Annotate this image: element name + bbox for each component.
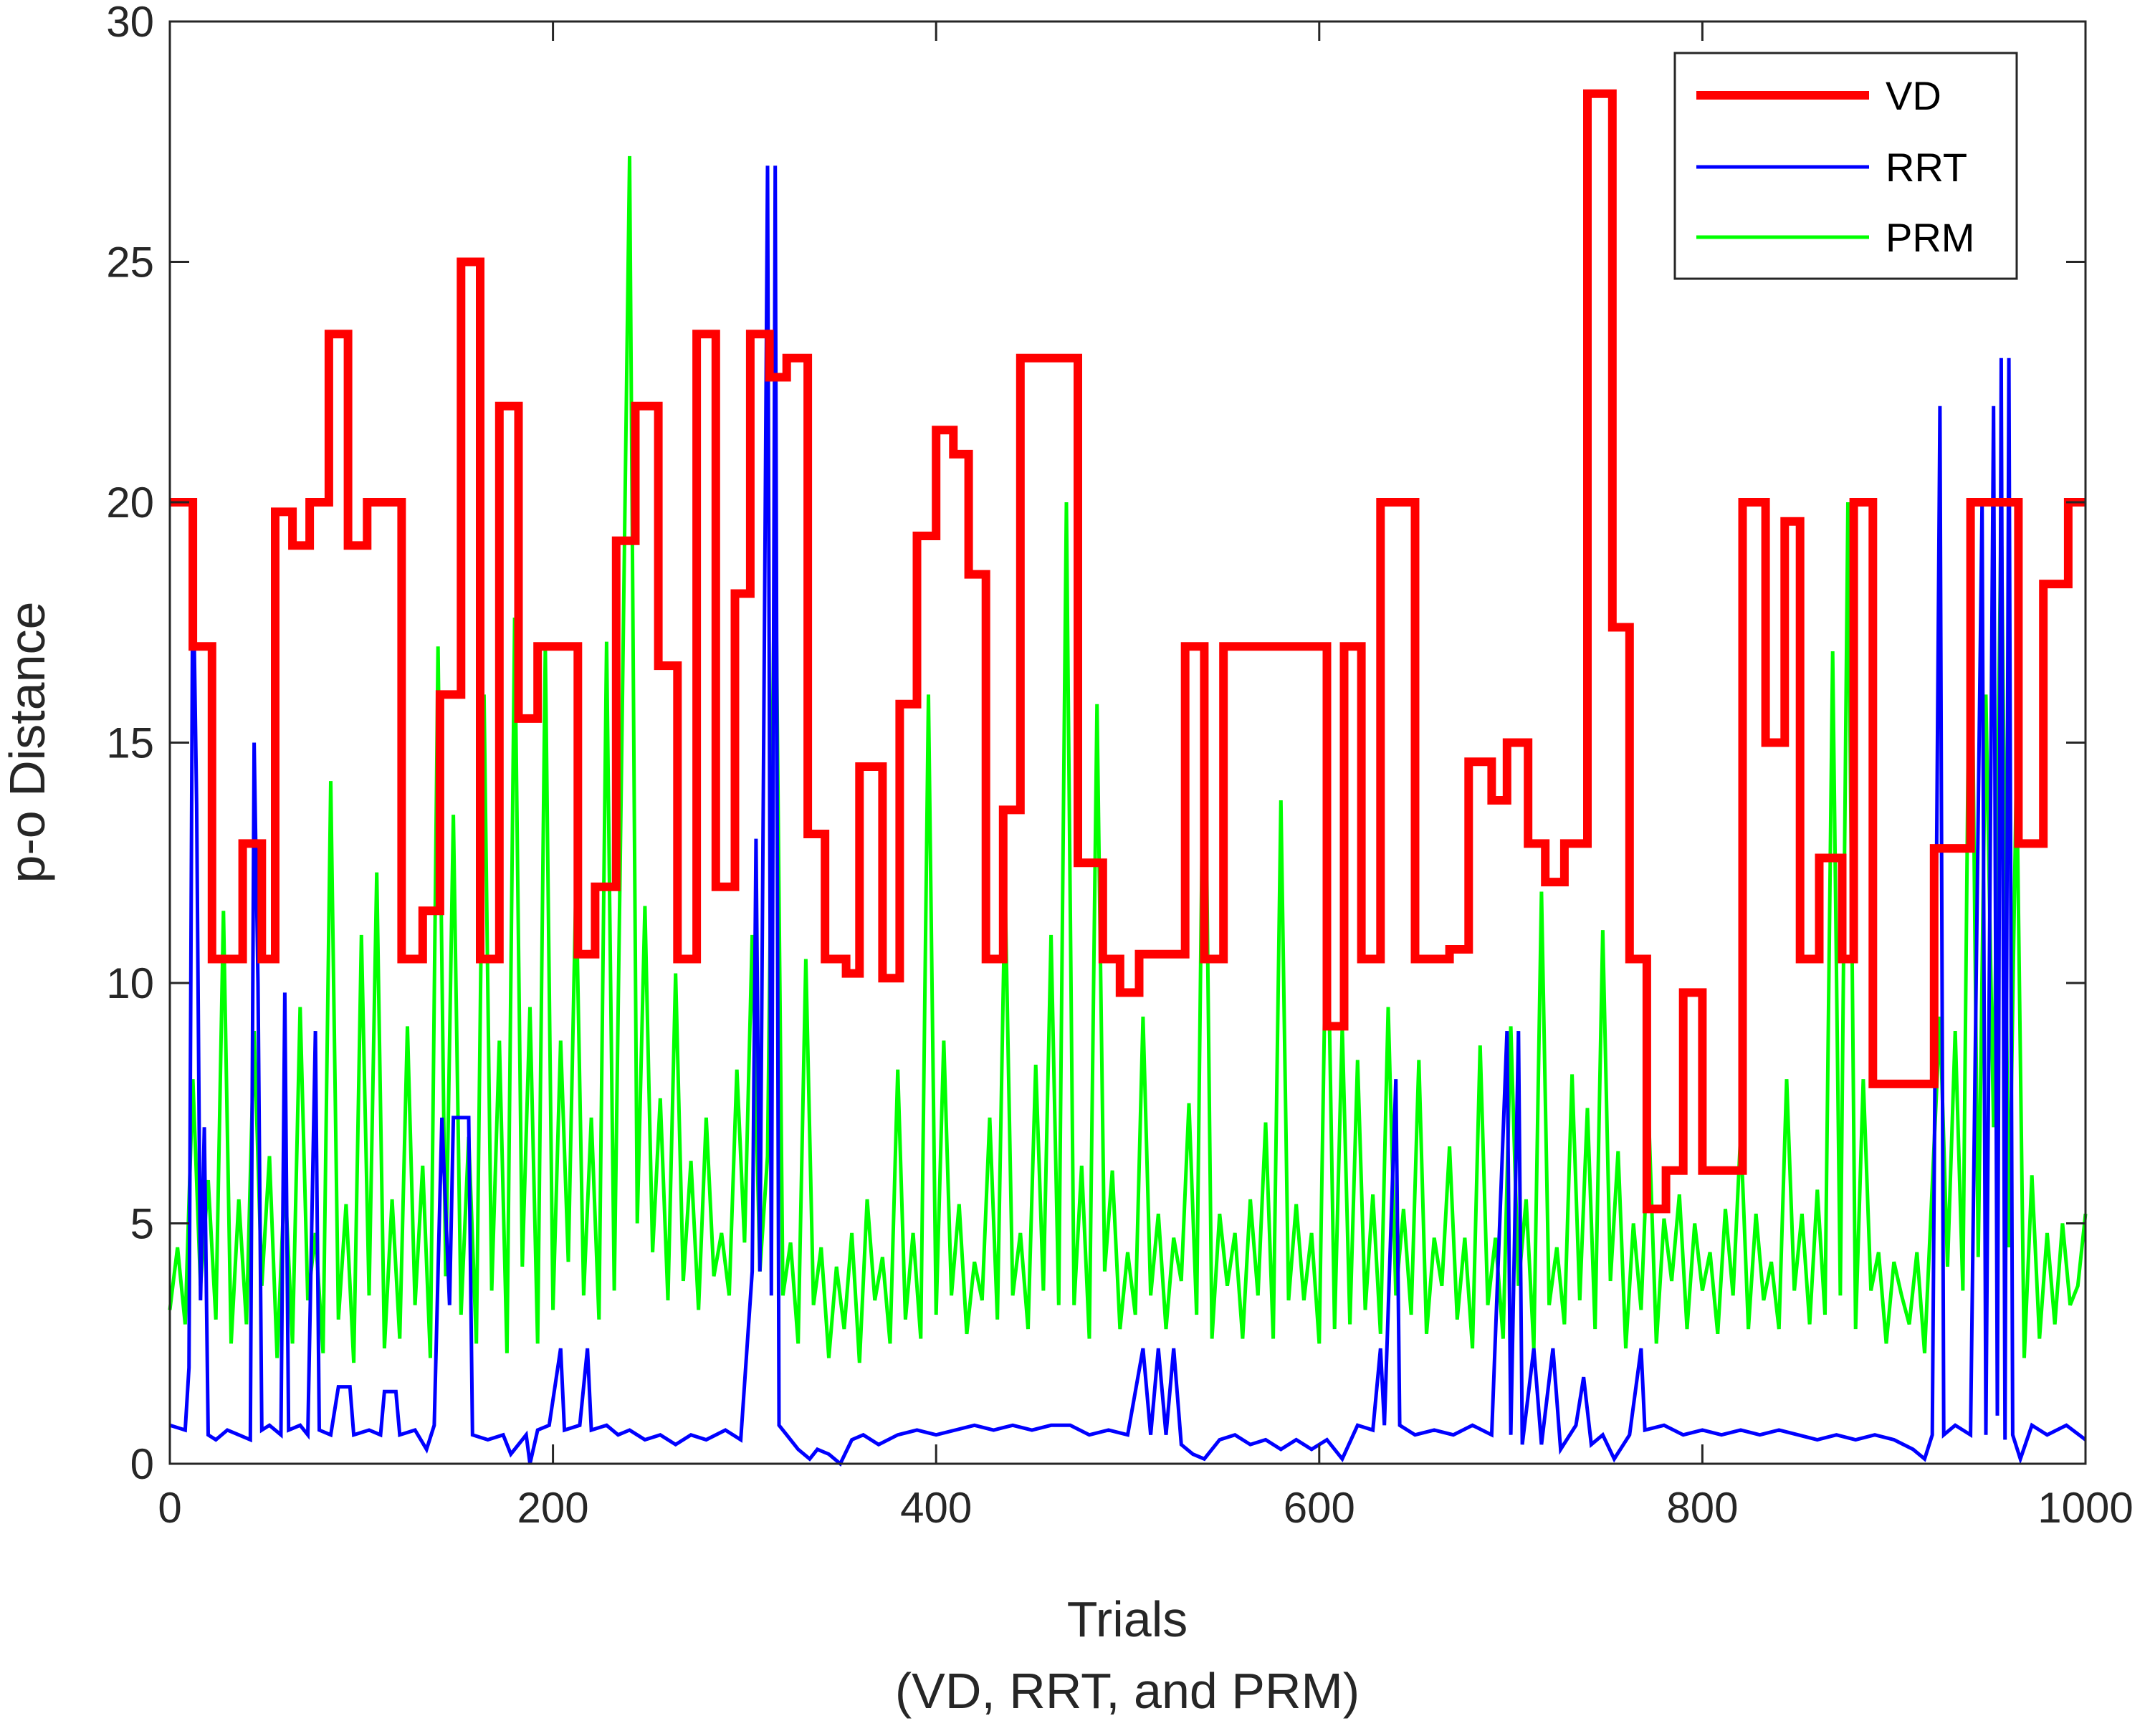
x-axis-sublabel: (VD, RRT, and PRM) [895,1663,1360,1719]
x-tick-label-1000: 1000 [2037,1484,2133,1532]
legend-label-prm: PRM [1886,215,1974,260]
x-tick-label-800: 800 [1666,1484,1738,1532]
legend: VD RRT PRM [1673,52,2018,280]
y-tick-label-25: 25 [106,239,154,287]
y-tick-label-10: 10 [106,959,154,1007]
series-layer [168,89,2088,1467]
y-tick-label-30: 30 [106,0,154,46]
y-tick-label-20: 20 [106,479,154,527]
x-tick-label-0: 0 [158,1484,181,1532]
x-tick-label-200: 200 [517,1484,589,1532]
series-line-rrt [169,166,2087,1467]
ticks-layer: 0 200 400 600 800 1000 0 5 10 15 20 25 30 [106,0,2133,1532]
legend-label-vd: VD [1886,73,1941,118]
x-axis-label: Trials [1067,1591,1188,1647]
series-line-vd [170,89,2086,1214]
series-line-prm [168,155,2088,1363]
y-tick-label-5: 5 [130,1200,154,1248]
y-tick-label-15: 15 [106,719,154,767]
y-axis-label: p-o Distance [0,602,55,883]
x-tick-label-600: 600 [1284,1484,1355,1532]
legend-label-rrt: RRT [1886,145,1967,190]
y-tick-label-0: 0 [130,1440,154,1488]
x-tick-label-400: 400 [900,1484,972,1532]
